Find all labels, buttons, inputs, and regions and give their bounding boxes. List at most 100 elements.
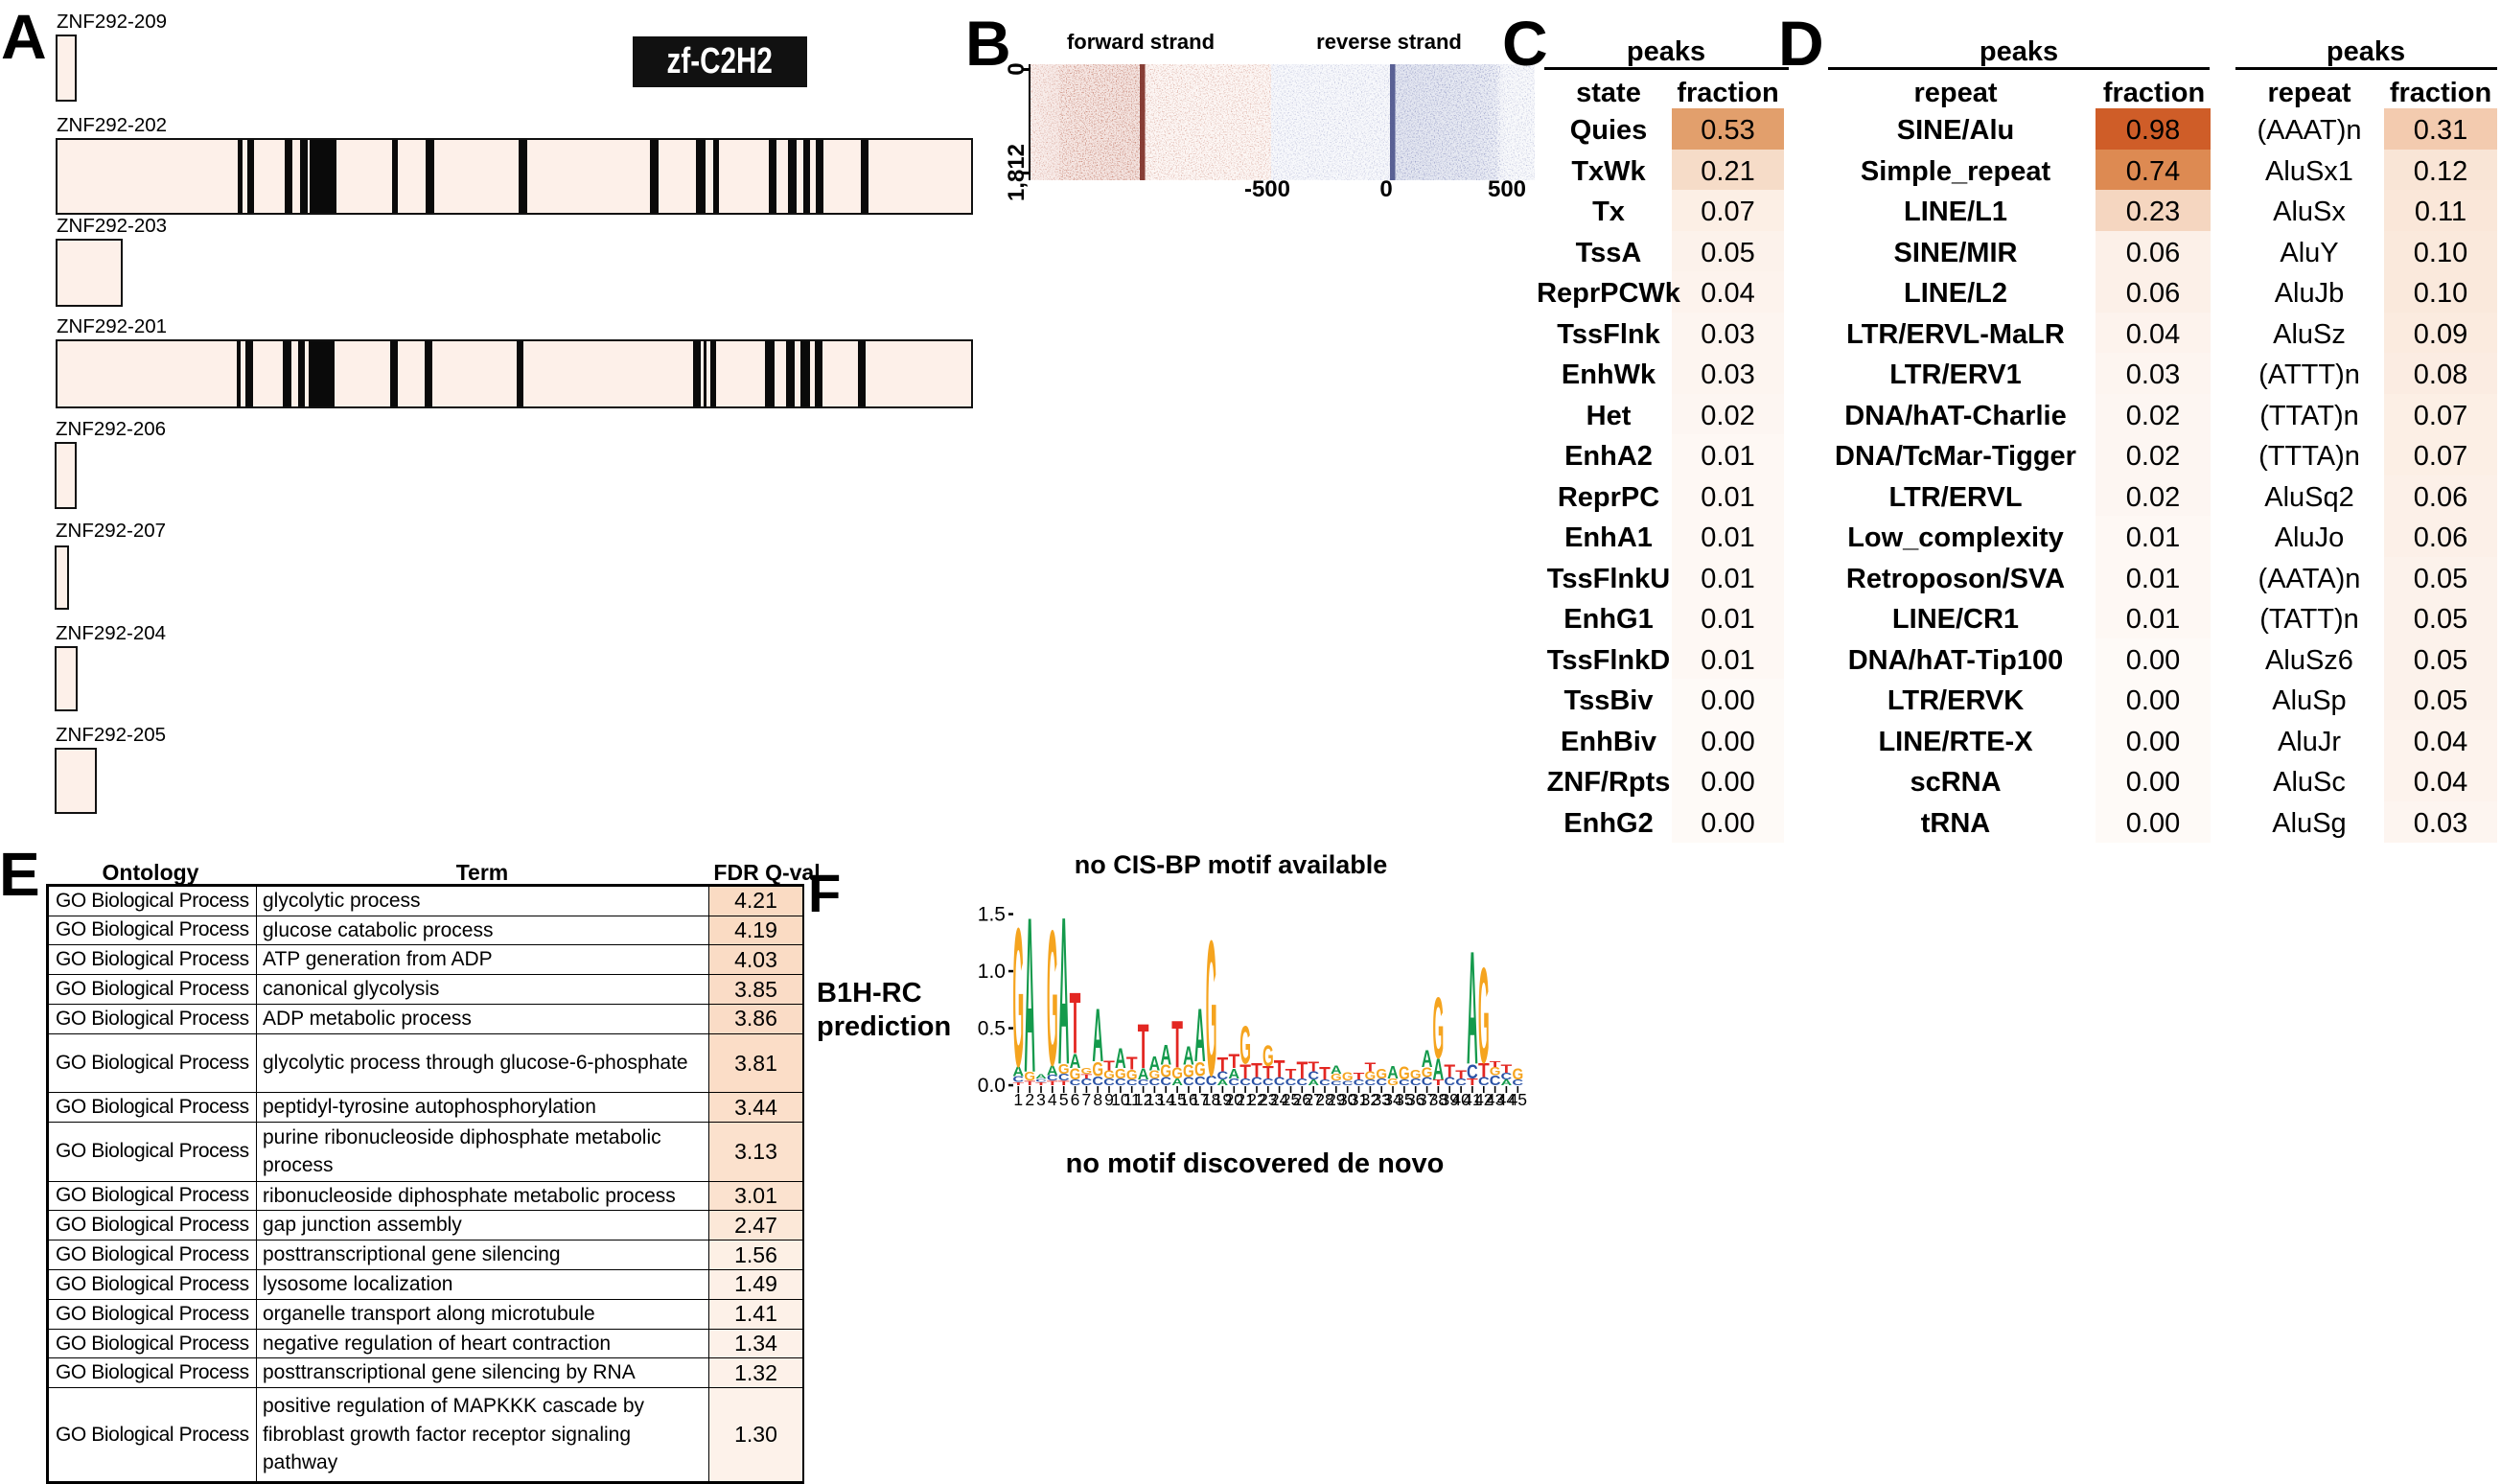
svg-text:15: 15 bbox=[1168, 1090, 1186, 1109]
svg-text:G: G bbox=[1490, 1065, 1501, 1078]
svg-text:10: 10 bbox=[1111, 1090, 1130, 1109]
svg-text:G: G bbox=[1183, 1061, 1194, 1081]
svg-text:T: T bbox=[1081, 1073, 1093, 1079]
svg-text:G: G bbox=[1433, 979, 1445, 1077]
svg-text:C: C bbox=[1103, 1077, 1115, 1087]
svg-text:C: C bbox=[1410, 1077, 1422, 1087]
svg-text:G: G bbox=[1376, 1066, 1387, 1082]
svg-text:A: A bbox=[1058, 874, 1070, 1109]
svg-text:C: C bbox=[1194, 1075, 1206, 1088]
svg-text:T: T bbox=[1308, 1058, 1319, 1075]
svg-text:A: A bbox=[1387, 1062, 1399, 1082]
svg-text:C: C bbox=[1319, 1078, 1331, 1087]
svg-text:C: C bbox=[1092, 1075, 1103, 1088]
svg-text:G: G bbox=[1012, 888, 1024, 1109]
svg-text:26: 26 bbox=[1293, 1090, 1311, 1109]
svg-text:T: T bbox=[1171, 1007, 1183, 1081]
svg-text:A: A bbox=[1194, 993, 1206, 1078]
svg-text:G: G bbox=[1410, 1068, 1422, 1082]
svg-text:A: A bbox=[1012, 1064, 1024, 1079]
svg-text:T: T bbox=[1274, 1055, 1285, 1082]
svg-text:A: A bbox=[1467, 919, 1478, 1099]
svg-text:T: T bbox=[1070, 975, 1081, 1072]
svg-text:29: 29 bbox=[1327, 1090, 1345, 1109]
svg-text:12: 12 bbox=[1134, 1090, 1152, 1109]
svg-text:A: A bbox=[1217, 1078, 1229, 1087]
svg-text:G: G bbox=[1160, 1061, 1171, 1081]
svg-text:A: A bbox=[1331, 1063, 1342, 1076]
svg-text:0: 0 bbox=[1004, 62, 1030, 75]
svg-text:37: 37 bbox=[1418, 1090, 1436, 1109]
svg-text:A: A bbox=[1308, 1078, 1319, 1087]
svg-text:T: T bbox=[1024, 1079, 1035, 1086]
svg-text:C: C bbox=[1035, 1078, 1047, 1083]
svg-text:G: G bbox=[1126, 1067, 1138, 1083]
svg-text:T: T bbox=[1467, 1078, 1479, 1088]
svg-text:G: G bbox=[1171, 1065, 1183, 1082]
svg-text:C: C bbox=[1501, 1071, 1513, 1081]
svg-text:A: A bbox=[1228, 1066, 1239, 1081]
svg-text:G: G bbox=[1262, 1040, 1274, 1073]
svg-text:23: 23 bbox=[1259, 1090, 1277, 1109]
svg-text:G: G bbox=[1058, 1061, 1070, 1078]
svg-text:C: C bbox=[1115, 1077, 1126, 1087]
svg-text:C: C bbox=[1354, 1078, 1365, 1087]
svg-text:T: T bbox=[1433, 1078, 1445, 1087]
svg-text:C: C bbox=[1296, 1077, 1308, 1087]
svg-text:T: T bbox=[1239, 1061, 1251, 1083]
svg-text:A: A bbox=[1092, 993, 1103, 1078]
svg-text:0.0: 0.0 bbox=[978, 1075, 1006, 1097]
svg-text:T: T bbox=[1365, 1060, 1377, 1074]
svg-text:A: A bbox=[1433, 1053, 1445, 1086]
svg-text:T: T bbox=[1138, 1012, 1149, 1082]
svg-text:C: C bbox=[1058, 1072, 1070, 1082]
svg-text:C: C bbox=[1081, 1077, 1093, 1087]
svg-text:C: C bbox=[1262, 1077, 1274, 1087]
svg-text:42: 42 bbox=[1474, 1090, 1493, 1109]
svg-text:5: 5 bbox=[1059, 1090, 1069, 1109]
svg-text:A: A bbox=[1171, 1077, 1183, 1087]
svg-text:C: C bbox=[1422, 1075, 1433, 1087]
svg-text:G: G bbox=[1115, 1066, 1126, 1082]
svg-text:A: A bbox=[1422, 1047, 1433, 1073]
svg-text:C: C bbox=[1331, 1079, 1342, 1086]
svg-text:T: T bbox=[1501, 1063, 1513, 1075]
svg-text:1: 1 bbox=[1013, 1090, 1023, 1109]
svg-text:8: 8 bbox=[1093, 1090, 1102, 1109]
svg-text:1,812: 1,812 bbox=[1004, 144, 1030, 201]
svg-text:A: A bbox=[1138, 1066, 1149, 1083]
svg-text:13: 13 bbox=[1146, 1090, 1164, 1109]
svg-text:31: 31 bbox=[1350, 1090, 1368, 1109]
svg-text:43: 43 bbox=[1486, 1090, 1504, 1109]
svg-text:T: T bbox=[1012, 1080, 1024, 1086]
svg-text:A: A bbox=[1149, 1053, 1161, 1076]
svg-text:G: G bbox=[1399, 1062, 1410, 1084]
svg-text:C: C bbox=[1512, 1078, 1523, 1087]
svg-text:A: A bbox=[1160, 1040, 1171, 1073]
svg-text:1.5: 1.5 bbox=[978, 904, 1006, 926]
svg-text:T: T bbox=[1058, 1079, 1070, 1086]
svg-text:28: 28 bbox=[1315, 1090, 1333, 1109]
svg-text:C: C bbox=[1126, 1078, 1138, 1087]
svg-text:7: 7 bbox=[1082, 1090, 1092, 1109]
svg-text:36: 36 bbox=[1406, 1090, 1424, 1109]
svg-text:A: A bbox=[1183, 1040, 1194, 1071]
svg-text:16: 16 bbox=[1179, 1090, 1197, 1109]
svg-text:G: G bbox=[1047, 892, 1058, 1106]
svg-text:A: A bbox=[1035, 1073, 1047, 1079]
svg-text:C: C bbox=[1160, 1075, 1171, 1087]
svg-text:G: G bbox=[1422, 1065, 1433, 1081]
svg-text:G: G bbox=[1342, 1071, 1354, 1083]
svg-text:33: 33 bbox=[1372, 1090, 1390, 1109]
svg-text:38: 38 bbox=[1429, 1090, 1447, 1109]
svg-text:39: 39 bbox=[1440, 1090, 1458, 1109]
svg-text:35: 35 bbox=[1395, 1090, 1413, 1109]
svg-text:T: T bbox=[1296, 1057, 1308, 1084]
svg-text:T: T bbox=[1228, 1051, 1239, 1073]
svg-text:T: T bbox=[1251, 1060, 1262, 1082]
svg-text:34: 34 bbox=[1383, 1090, 1402, 1109]
svg-text:C: C bbox=[1467, 1061, 1478, 1084]
svg-text:T: T bbox=[1478, 1060, 1490, 1082]
svg-text:11: 11 bbox=[1123, 1090, 1141, 1109]
svg-text:T: T bbox=[1285, 1065, 1297, 1081]
